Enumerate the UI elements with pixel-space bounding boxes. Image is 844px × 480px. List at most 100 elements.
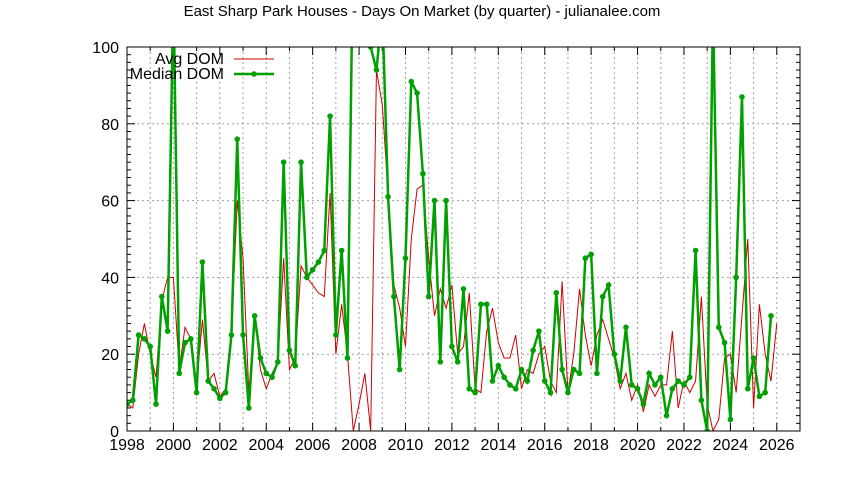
- data-point: [739, 94, 745, 100]
- data-point: [762, 389, 768, 396]
- y-tick-label: 80: [101, 117, 119, 134]
- series-median-dom: [127, 6, 774, 431]
- data-point: [217, 395, 223, 402]
- data-point: [483, 301, 490, 308]
- x-tick-label: 2018: [573, 437, 609, 454]
- data-point: [640, 401, 647, 407]
- data-point: [611, 351, 618, 358]
- data-point: [251, 313, 258, 319]
- data-point: [449, 343, 455, 350]
- data-point: [257, 355, 264, 361]
- data-point: [199, 259, 206, 265]
- data-point: [628, 382, 635, 388]
- plot-border: [126, 46, 801, 432]
- data-point: [205, 378, 212, 384]
- data-point: [715, 324, 722, 331]
- x-tick-label: 2020: [620, 437, 656, 454]
- data-point: [211, 385, 217, 392]
- data-point: [501, 374, 507, 381]
- data-point: [292, 362, 299, 369]
- data-point: [222, 389, 229, 396]
- data-point: [344, 355, 351, 361]
- data-point: [512, 385, 519, 392]
- data-point: [391, 293, 397, 300]
- data-point: [663, 412, 670, 419]
- data-point: [744, 385, 751, 392]
- data-point: [547, 389, 554, 396]
- x-tick-label: 2010: [388, 437, 424, 454]
- data-point: [321, 247, 328, 254]
- data-point: [327, 113, 333, 119]
- data-point: [402, 255, 409, 261]
- data-point: [176, 370, 183, 377]
- data-point: [333, 332, 339, 338]
- data-point: [536, 328, 542, 334]
- data-point: [594, 370, 600, 377]
- data-point: [182, 339, 188, 346]
- x-tick-label: 2012: [434, 437, 470, 454]
- x-tick-label: 2026: [759, 437, 795, 454]
- x-tick-label: 2024: [713, 437, 749, 454]
- data-point: [530, 347, 536, 354]
- data-point: [466, 385, 473, 392]
- data-point: [425, 293, 432, 300]
- data-point: [153, 401, 159, 407]
- data-point: [269, 374, 275, 381]
- data-point: [309, 266, 316, 273]
- data-point: [188, 336, 194, 342]
- data-point: [164, 328, 171, 334]
- data-point: [675, 378, 681, 384]
- data-point: [710, 6, 716, 12]
- data-point: [304, 274, 310, 281]
- data-point: [367, 47, 374, 50]
- data-point: [698, 397, 705, 404]
- data-point: [298, 159, 304, 165]
- data-point: [686, 374, 693, 381]
- x-tick-label: 2000: [156, 437, 192, 454]
- x-axis-labels: 1998 2000 2002 2004 2006 2008 2010 2012 2014 2016…: [109, 437, 794, 454]
- data-point: [768, 313, 774, 319]
- data-point: [553, 289, 560, 296]
- y-tick-label: 40: [101, 270, 119, 287]
- series-avg-dom: [127, 69, 778, 431]
- data-point: [396, 366, 403, 373]
- data-point: [472, 389, 478, 396]
- data-point: [159, 293, 165, 300]
- data-point: [135, 332, 142, 338]
- data-point: [454, 359, 461, 365]
- data-point: [431, 197, 438, 204]
- data-point: [681, 382, 687, 388]
- data-point: [652, 382, 658, 388]
- data-point: [275, 359, 281, 365]
- data-point: [228, 332, 235, 338]
- data-point: [634, 385, 641, 392]
- data-point: [507, 382, 513, 388]
- data-point: [379, 6, 385, 12]
- data-point: [141, 336, 148, 342]
- x-tick-label: 2022: [666, 437, 702, 454]
- data-point: [408, 78, 415, 85]
- data-point: [356, 6, 362, 12]
- data-point: [385, 193, 391, 200]
- y-tick-label: 100: [92, 40, 119, 57]
- data-point: [646, 370, 652, 377]
- data-point: [373, 67, 380, 73]
- data-point: [286, 347, 293, 354]
- data-point: [727, 416, 734, 423]
- data-series: [127, 6, 778, 431]
- data-point: [280, 159, 287, 165]
- x-tick-label: 2004: [248, 437, 284, 454]
- data-point: [541, 378, 548, 384]
- data-point: [443, 197, 449, 204]
- data-point: [605, 282, 612, 288]
- data-point: [756, 393, 763, 400]
- data-point: [147, 343, 154, 350]
- data-point: [489, 378, 496, 384]
- data-point: [315, 259, 322, 265]
- data-point: [617, 378, 623, 384]
- grid-lines: [127, 47, 800, 431]
- data-point: [524, 378, 531, 384]
- y-tick-label: 20: [101, 347, 119, 364]
